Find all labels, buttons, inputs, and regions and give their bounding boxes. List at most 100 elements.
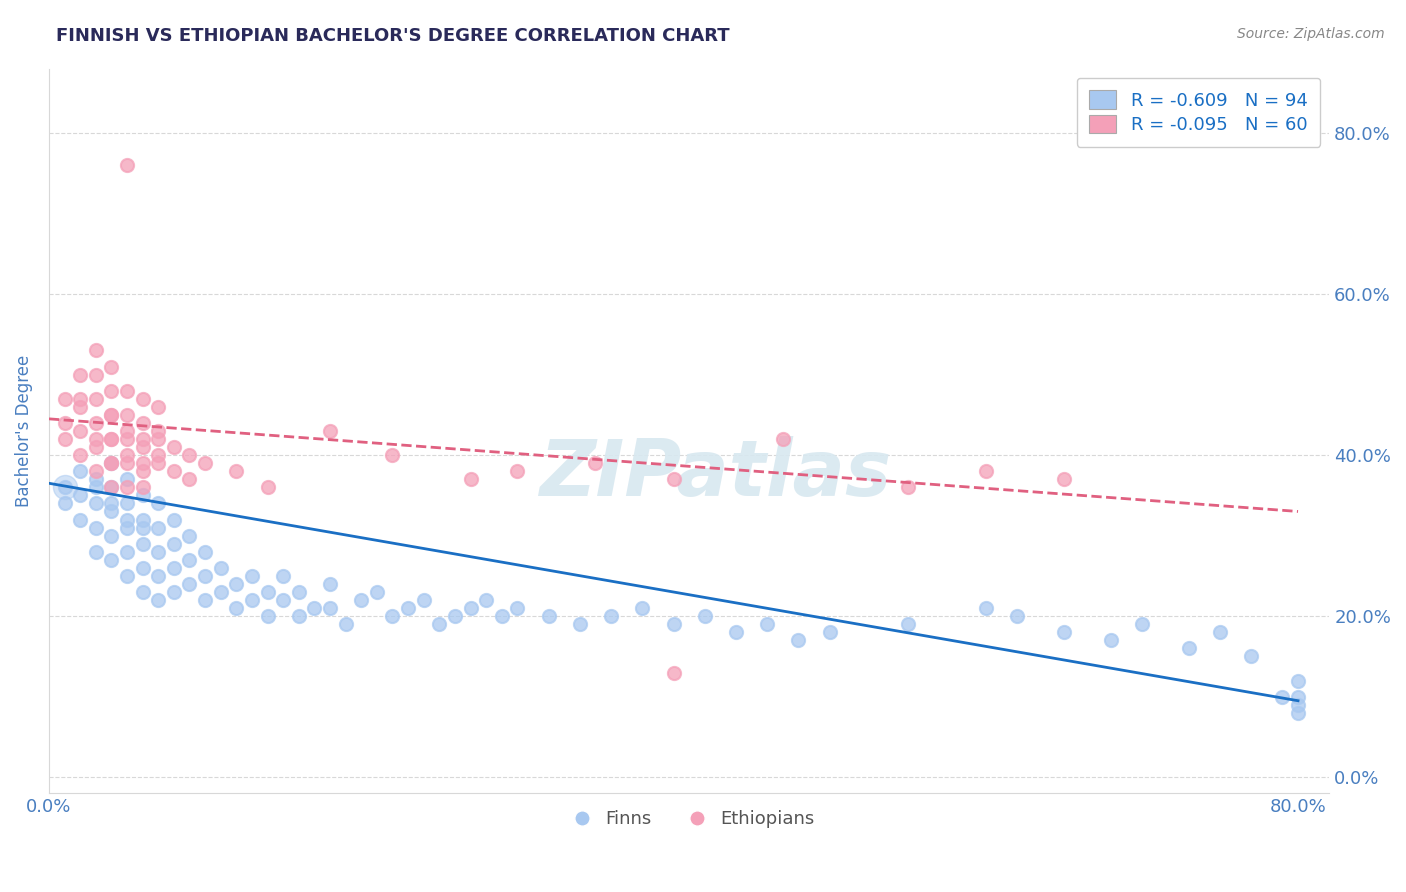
Point xyxy=(974,601,997,615)
Point xyxy=(583,456,606,470)
Point xyxy=(491,609,513,624)
Point xyxy=(319,601,342,615)
Point xyxy=(115,496,138,510)
Point xyxy=(1005,609,1028,624)
Point xyxy=(69,400,91,414)
Point xyxy=(1177,641,1199,656)
Point xyxy=(460,601,482,615)
Point xyxy=(131,464,153,478)
Point xyxy=(84,392,107,406)
Point xyxy=(787,633,810,648)
Point xyxy=(194,456,217,470)
Point xyxy=(163,537,186,551)
Point xyxy=(131,561,153,575)
Point xyxy=(69,392,91,406)
Point xyxy=(100,504,122,518)
Point xyxy=(148,432,170,446)
Point xyxy=(1271,690,1294,704)
Point xyxy=(148,520,170,534)
Point xyxy=(427,617,450,632)
Point xyxy=(100,359,122,374)
Point xyxy=(115,545,138,559)
Point xyxy=(100,456,122,470)
Point xyxy=(69,488,91,502)
Point xyxy=(396,601,419,615)
Point xyxy=(662,665,685,680)
Point xyxy=(148,545,170,559)
Point xyxy=(179,553,201,567)
Point xyxy=(288,585,311,599)
Point xyxy=(1286,698,1309,712)
Point xyxy=(179,472,201,486)
Point xyxy=(100,408,122,422)
Point xyxy=(84,368,107,382)
Point xyxy=(100,553,122,567)
Point xyxy=(115,448,138,462)
Legend: Finns, Ethiopians: Finns, Ethiopians xyxy=(557,803,821,835)
Point xyxy=(1286,690,1309,704)
Point xyxy=(100,480,122,494)
Point xyxy=(381,448,404,462)
Point xyxy=(131,432,153,446)
Point xyxy=(225,577,247,591)
Point xyxy=(100,408,122,422)
Point xyxy=(662,472,685,486)
Point xyxy=(381,609,404,624)
Point xyxy=(100,456,122,470)
Point xyxy=(100,432,122,446)
Point xyxy=(115,569,138,583)
Point xyxy=(84,343,107,358)
Point xyxy=(568,617,591,632)
Point xyxy=(350,593,373,607)
Point xyxy=(84,545,107,559)
Point xyxy=(115,520,138,534)
Point xyxy=(148,593,170,607)
Point xyxy=(131,456,153,470)
Point xyxy=(662,617,685,632)
Point xyxy=(115,472,138,486)
Point xyxy=(115,456,138,470)
Point xyxy=(115,480,138,494)
Point xyxy=(818,625,841,640)
Point xyxy=(1053,625,1076,640)
Point xyxy=(115,512,138,526)
Point xyxy=(84,464,107,478)
Point xyxy=(194,593,217,607)
Text: ZIPatlas: ZIPatlas xyxy=(538,436,891,512)
Point xyxy=(53,392,76,406)
Point xyxy=(69,448,91,462)
Point xyxy=(84,496,107,510)
Point xyxy=(69,368,91,382)
Point xyxy=(84,416,107,430)
Text: Source: ZipAtlas.com: Source: ZipAtlas.com xyxy=(1237,27,1385,41)
Point xyxy=(53,416,76,430)
Point xyxy=(131,537,153,551)
Point xyxy=(240,569,263,583)
Point xyxy=(179,528,201,542)
Point xyxy=(115,158,138,172)
Point xyxy=(412,593,434,607)
Point xyxy=(115,384,138,398)
Point xyxy=(84,440,107,454)
Point xyxy=(1286,706,1309,720)
Point xyxy=(84,432,107,446)
Point xyxy=(69,512,91,526)
Point xyxy=(100,496,122,510)
Point xyxy=(100,432,122,446)
Text: FINNISH VS ETHIOPIAN BACHELOR'S DEGREE CORRELATION CHART: FINNISH VS ETHIOPIAN BACHELOR'S DEGREE C… xyxy=(56,27,730,45)
Point xyxy=(600,609,623,624)
Point xyxy=(1130,617,1153,632)
Point xyxy=(240,593,263,607)
Point xyxy=(444,609,467,624)
Point xyxy=(131,480,153,494)
Point xyxy=(693,609,716,624)
Point xyxy=(1209,625,1232,640)
Point xyxy=(53,480,76,494)
Point xyxy=(194,545,217,559)
Point xyxy=(131,488,153,502)
Point xyxy=(163,585,186,599)
Point xyxy=(131,585,153,599)
Point xyxy=(148,456,170,470)
Point xyxy=(335,617,357,632)
Point xyxy=(148,569,170,583)
